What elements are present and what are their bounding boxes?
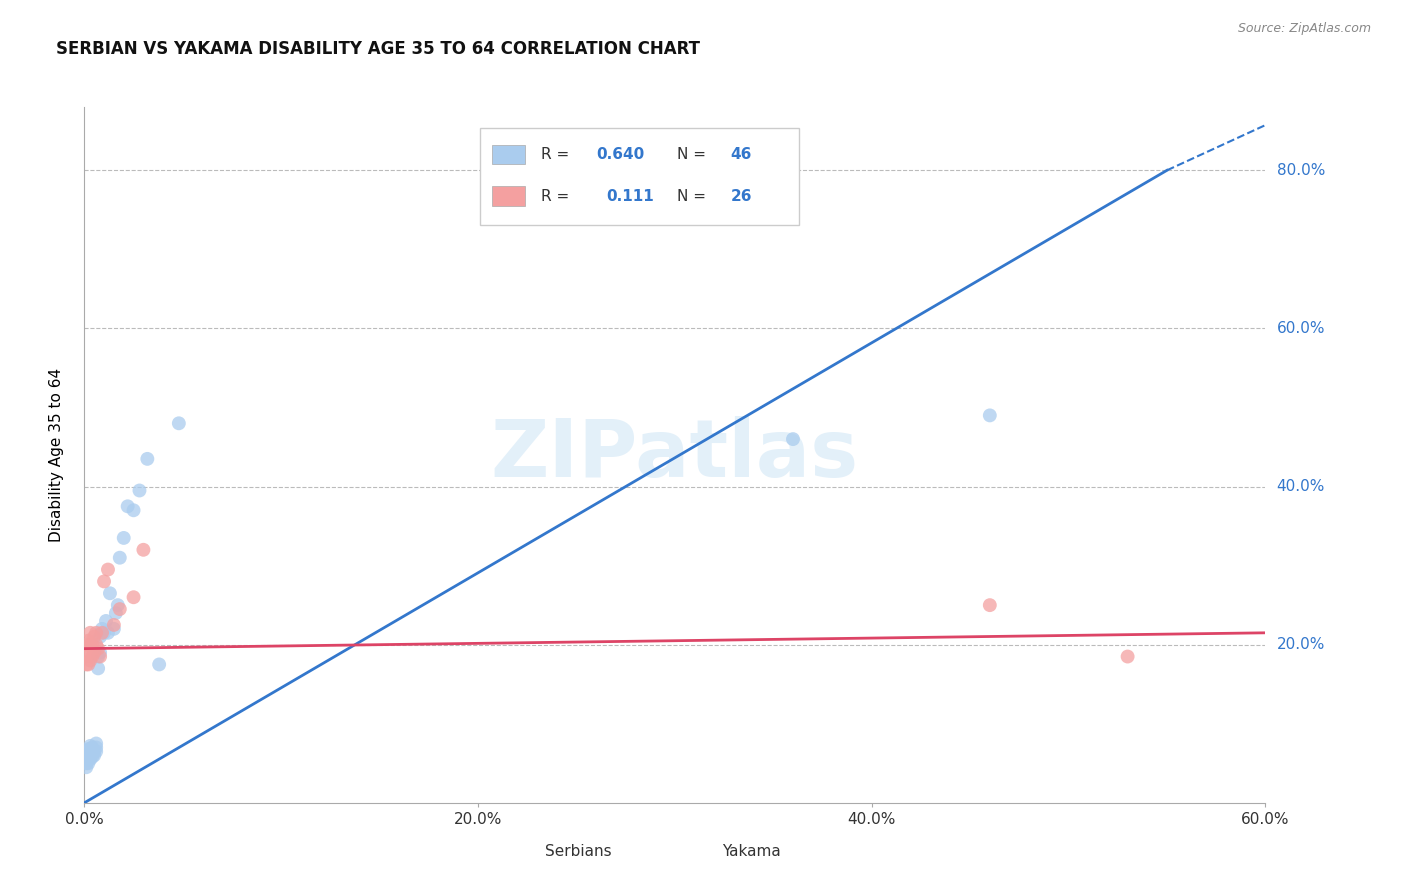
Point (84, 744, 107, 758)
Point (77, 752, 100, 766)
Point (979, 409, 1001, 423)
Point (83, 646, 105, 660)
Point (103, 622, 125, 636)
Point (103, 618, 125, 632)
Text: 80.0%: 80.0% (1277, 163, 1324, 178)
Y-axis label: Disability Age 35 to 64: Disability Age 35 to 64 (49, 368, 65, 542)
Text: 46: 46 (730, 147, 752, 161)
Text: SERBIAN VS YAKAMA DISABILITY AGE 35 TO 64 CORRELATION CHART: SERBIAN VS YAKAMA DISABILITY AGE 35 TO 6… (56, 40, 700, 58)
Point (104, 606, 127, 620)
Point (84, 740, 107, 755)
Point (89, 649, 111, 664)
Point (79, 739, 101, 753)
Point (132, 542, 155, 557)
Point (75, 747, 97, 761)
Text: R =: R = (541, 147, 575, 161)
Text: 26: 26 (730, 188, 752, 203)
Point (77, 747, 100, 761)
FancyBboxPatch shape (492, 145, 524, 164)
Point (108, 550, 131, 565)
Point (77, 748, 100, 763)
Point (82, 747, 104, 761)
Text: 0.640: 0.640 (596, 147, 644, 161)
Point (136, 451, 159, 466)
Text: 20.0%: 20.0% (1277, 637, 1324, 652)
Point (75, 752, 97, 766)
Point (93, 625, 115, 640)
Point (82, 750, 104, 764)
Point (75, 657, 97, 672)
Point (98, 586, 121, 600)
Point (84, 737, 107, 751)
Point (122, 503, 145, 517)
Text: R =: R = (541, 188, 579, 203)
Point (91, 622, 114, 636)
FancyBboxPatch shape (492, 186, 524, 206)
Point (77, 646, 100, 660)
Text: Yakama: Yakama (723, 844, 780, 859)
Point (84, 625, 107, 640)
Point (75, 638, 97, 652)
FancyBboxPatch shape (686, 845, 713, 860)
Point (89, 630, 111, 644)
Point (128, 483, 150, 498)
Point (82, 740, 104, 755)
Point (83, 744, 105, 758)
Point (77, 756, 100, 771)
Point (979, 598, 1001, 612)
Point (82, 638, 104, 652)
Point (117, 500, 139, 514)
Point (107, 598, 129, 612)
Point (84, 638, 107, 652)
Text: N =: N = (678, 147, 711, 161)
Point (94, 614, 117, 628)
Point (97, 563, 120, 577)
Point (1116, 649, 1139, 664)
Point (79, 752, 101, 766)
Point (77, 657, 100, 672)
Point (75, 750, 97, 764)
Text: 60.0%: 60.0% (1277, 321, 1324, 336)
Point (782, 432, 804, 446)
FancyBboxPatch shape (479, 128, 799, 226)
Point (122, 591, 145, 605)
Point (167, 417, 190, 431)
Text: Serbians: Serbians (546, 844, 612, 859)
Point (87, 661, 110, 675)
Point (79, 742, 101, 756)
Point (77, 633, 100, 648)
Point (79, 638, 101, 652)
Text: N =: N = (678, 188, 711, 203)
Point (112, 531, 135, 545)
Point (87, 641, 110, 656)
Text: Source: ZipAtlas.com: Source: ZipAtlas.com (1237, 22, 1371, 36)
Point (91, 625, 114, 640)
Point (75, 756, 97, 771)
Point (75, 760, 97, 774)
Point (77, 742, 100, 756)
FancyBboxPatch shape (509, 845, 536, 860)
Point (79, 653, 101, 667)
Point (75, 649, 97, 664)
Point (79, 744, 101, 758)
Point (108, 602, 131, 616)
Point (83, 748, 105, 763)
Point (87, 649, 110, 664)
Point (148, 657, 170, 672)
Point (79, 748, 101, 763)
Point (97, 625, 120, 640)
Point (83, 630, 105, 644)
Point (82, 649, 104, 664)
Point (79, 625, 101, 640)
Point (89, 646, 111, 660)
Point (93, 574, 115, 589)
Text: 0.111: 0.111 (606, 188, 654, 203)
Text: 40.0%: 40.0% (1277, 479, 1324, 494)
Point (77, 744, 100, 758)
Text: ZIPatlas: ZIPatlas (491, 416, 859, 494)
